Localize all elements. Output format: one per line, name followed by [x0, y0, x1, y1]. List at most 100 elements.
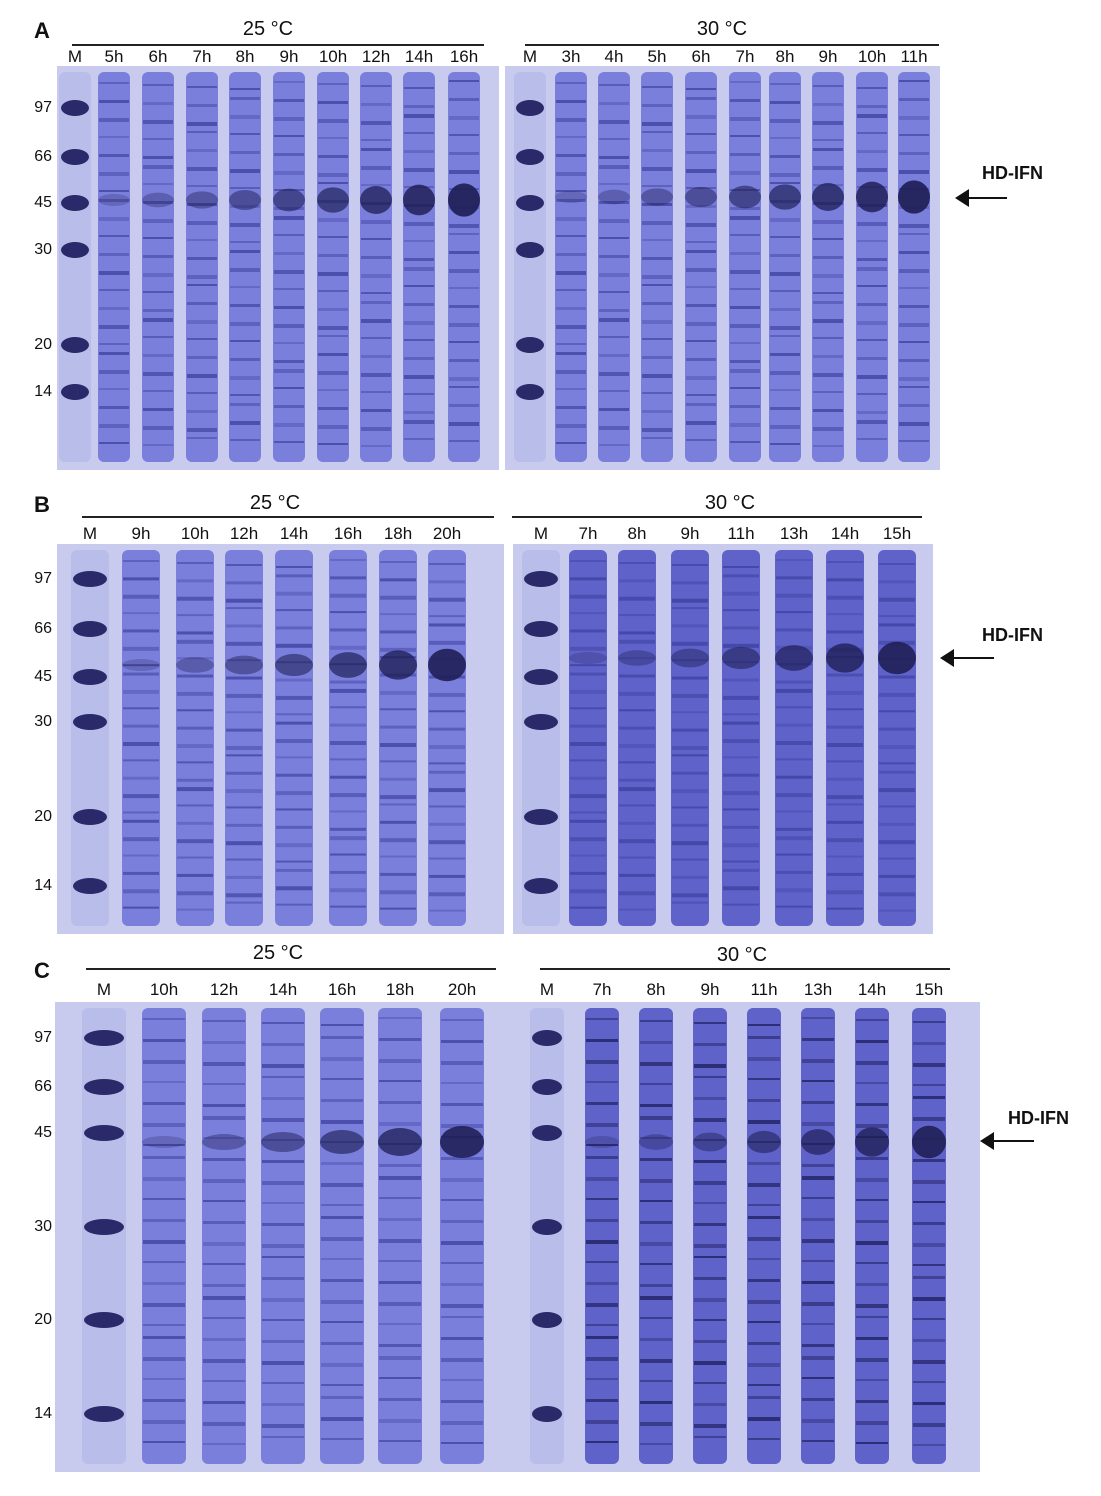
gel-band [802, 1239, 834, 1243]
gel-band [748, 1024, 780, 1026]
lane-label: M [539, 980, 555, 999]
gel-band [723, 643, 759, 648]
marker-band [524, 878, 558, 894]
lane-label: 6h [148, 47, 168, 66]
gel-band [274, 324, 304, 328]
gel-band [672, 581, 708, 585]
gel-band [640, 1401, 672, 1404]
molecular-weight-label: 20 [34, 336, 52, 353]
gel-band [276, 609, 312, 612]
gel-band [226, 823, 262, 827]
gel-band [599, 219, 629, 223]
gel-band [429, 615, 465, 618]
gel-band [203, 1221, 245, 1224]
gel-band [672, 564, 708, 566]
gel-band [380, 838, 416, 843]
gel-band [776, 793, 812, 798]
gel-lane-M [59, 72, 91, 462]
gel-band [203, 1380, 245, 1382]
gel-band [177, 804, 213, 807]
gel-band [556, 442, 586, 444]
gel-band [856, 1082, 888, 1084]
gel-band [123, 819, 159, 823]
gel-lane-7h [569, 550, 607, 926]
gel-band [770, 155, 800, 158]
gel-band [203, 1020, 245, 1022]
gel-band [640, 1359, 672, 1363]
gel-band [262, 1043, 304, 1046]
gel-band [429, 822, 465, 826]
gel-band [899, 251, 929, 254]
gel-band [230, 376, 260, 380]
gel-band [672, 598, 708, 603]
gel-band [556, 118, 586, 122]
gel-band [827, 708, 863, 711]
gel-band [404, 438, 434, 440]
gel-band [330, 775, 366, 779]
gel-band [99, 424, 129, 428]
gel-band [723, 868, 759, 872]
gel-band [570, 664, 606, 667]
molecular-weight-label: 45 [34, 1124, 52, 1141]
gel-band [827, 760, 863, 763]
gel-band [330, 593, 366, 598]
gel-band [813, 355, 843, 358]
gel-band [449, 224, 479, 228]
gel-band [203, 1062, 245, 1066]
gel-band [274, 117, 304, 121]
gel-band [380, 690, 416, 695]
gel-band [694, 1223, 726, 1226]
hd-ifn-band [722, 646, 760, 670]
gel-band [276, 574, 312, 578]
gel-band [913, 1180, 945, 1184]
gel-band [586, 1219, 618, 1222]
gel-band [379, 1197, 421, 1199]
gel-band [123, 672, 159, 676]
gel-lane-20h [428, 550, 466, 926]
gel-band [404, 285, 434, 287]
gel-band [203, 1041, 245, 1044]
gel-band [570, 646, 606, 651]
gel-band [441, 1199, 483, 1201]
gel-band [123, 664, 159, 667]
gel-band [380, 777, 416, 781]
gel-band [123, 646, 159, 651]
arrow-icon [955, 189, 1007, 207]
gel-band [429, 762, 465, 765]
lane-label: 5h [104, 47, 124, 66]
gel-band [203, 1179, 245, 1183]
gel-band [226, 607, 262, 610]
gel-band [226, 659, 262, 662]
gel-band [361, 355, 391, 358]
gel-band [802, 1122, 834, 1126]
gel-band [770, 335, 800, 337]
hd-ifn-label: HD-IFN [982, 625, 1043, 645]
gel-band [556, 199, 586, 202]
gel-band [586, 1336, 618, 1339]
lane-label: 7h [735, 47, 755, 66]
gel-band [187, 167, 217, 171]
gel-band [599, 273, 629, 277]
gel-band [330, 827, 366, 831]
gel-band [123, 742, 159, 746]
hd-ifn-band [747, 1130, 781, 1154]
lane-label: 9h [818, 47, 838, 66]
gel-band [143, 1081, 185, 1083]
gel-band [686, 115, 716, 119]
gel-band [379, 1038, 421, 1041]
gel-band [276, 886, 312, 891]
marker-band [84, 1219, 124, 1235]
gel-band [776, 827, 812, 831]
gel-band [913, 1243, 945, 1247]
gel-lane-18h [378, 1008, 422, 1464]
gel-band [640, 1338, 672, 1341]
gel-band [730, 252, 760, 255]
gel-band [586, 1039, 618, 1042]
marker-band [524, 809, 558, 825]
gel-band [99, 406, 129, 409]
gel-band [813, 238, 843, 240]
marker-band [73, 878, 107, 894]
gel-band [899, 404, 929, 407]
gel-band [441, 1283, 483, 1286]
gel-band [570, 819, 606, 823]
